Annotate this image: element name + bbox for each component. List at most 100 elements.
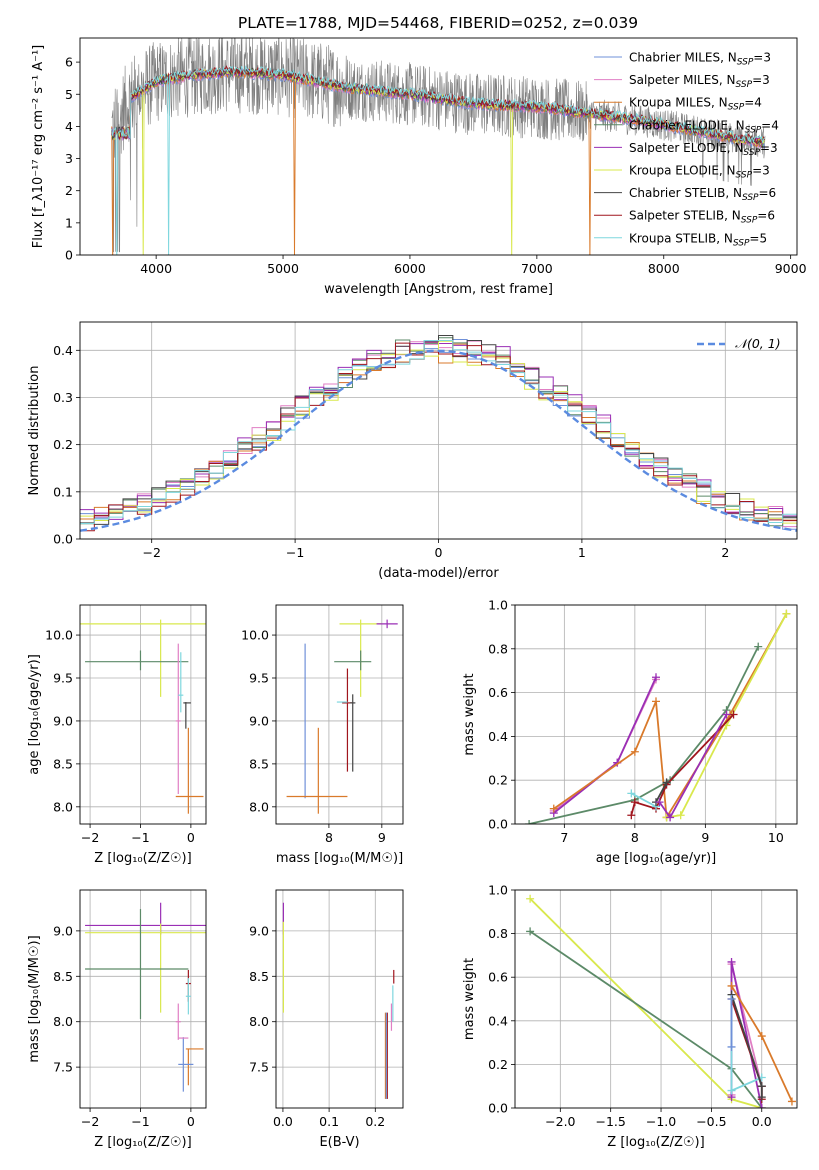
series-line xyxy=(630,792,657,808)
y-tick-label: 10.0 xyxy=(241,628,269,643)
chart-panel-8: −2.0 −1.5 −1.0 −0.5 0.0 0.0 0.2 0.4 0.6 0.8 1.0 Z [… xyxy=(462,883,798,1150)
y-tick-label: 6 xyxy=(65,55,73,70)
y-tick-label: 8.5 xyxy=(53,969,73,984)
series-point xyxy=(727,995,736,1003)
series-line xyxy=(553,613,788,821)
plot-area xyxy=(282,902,395,1099)
y-tick-label: 9.0 xyxy=(249,713,269,728)
axes-frame xyxy=(79,321,798,540)
series-point xyxy=(727,981,736,990)
y-tick-label: 0.4 xyxy=(53,343,73,358)
y-tick-label: 4 xyxy=(65,119,73,134)
y-tick-label: 9.0 xyxy=(53,713,73,728)
legend-label: Chabrier STELIB, NSSP=6 xyxy=(629,186,776,203)
legend-label: Kroupa ELODIE, NSSP=3 xyxy=(629,164,770,181)
legend-label: 𝒩(0, 1) xyxy=(735,336,781,351)
series-line xyxy=(529,930,763,1108)
series-point xyxy=(757,1093,766,1102)
plot-area xyxy=(526,894,796,1108)
y-axis-label: mass [log₁₀(M/M☉)] xyxy=(27,935,42,1062)
series-line xyxy=(528,646,760,824)
y-tick-label: 8.0 xyxy=(53,799,73,814)
x-tick-label: −0.5 xyxy=(696,1114,726,1129)
x-axis-label: Z [log₁₀(Z/Z☉)] xyxy=(94,1135,191,1150)
series-point xyxy=(526,894,535,903)
x-axis-label: Z [log₁₀(Z/Z☉)] xyxy=(607,1135,704,1150)
y-tick-label: 0.2 xyxy=(53,437,73,452)
y-tick-label: 0.3 xyxy=(53,390,73,405)
x-tick-label: 0 xyxy=(435,545,443,560)
plot-area xyxy=(525,609,791,824)
x-tick-label: −2.0 xyxy=(545,1114,575,1129)
legend-label: Salpeter ELODIE, NSSP=3 xyxy=(629,141,778,158)
x-tick-label: 0.0 xyxy=(273,1114,293,1129)
series-point xyxy=(787,1097,796,1106)
y-tick-label: 1 xyxy=(65,215,73,230)
legend-label: Chabrier MILES, NSSP=3 xyxy=(629,51,771,68)
chart-panel-4: 8 9 8.0 8.5 9.0 9.5 10.0 mass [log₁₀(M/M☉)] xyxy=(241,604,404,866)
series-line xyxy=(666,613,788,819)
x-tick-label: 4000 xyxy=(140,261,172,276)
chart-panel-5: 7 8 9 10 0.0 0.2 0.4 0.6 0.8 1.0 age [log₁₀(age/yr… xyxy=(462,598,798,866)
chart-panel-1: 4000 5000 6000 7000 8000 9000 0 1 2 3 4 5 6 wavelengt… xyxy=(31,37,807,297)
y-tick-label: 0.6 xyxy=(488,685,508,700)
plot-area xyxy=(85,902,206,1092)
y-tick-label: 1.0 xyxy=(488,598,508,613)
plot-area xyxy=(286,619,398,814)
axes-frame xyxy=(514,889,798,1109)
y-tick-label: 0 xyxy=(65,248,73,263)
y-axis-label: Normed distribution xyxy=(27,366,42,496)
x-tick-label: −1.5 xyxy=(595,1114,625,1129)
x-tick-label: 5000 xyxy=(267,261,299,276)
residual-histogram-kroupa-elodie xyxy=(80,340,797,524)
legend-label: Salpeter STELIB, NSSP=6 xyxy=(629,209,775,226)
x-tick-label: 0.1 xyxy=(319,1114,339,1129)
y-tick-label: 9.5 xyxy=(53,671,73,686)
x-tick-label: 7 xyxy=(560,830,568,845)
axes-frame xyxy=(275,889,404,1109)
series-point xyxy=(652,673,660,682)
x-axis-label: wavelength [Angstrom, rest frame] xyxy=(324,282,553,297)
y-tick-label: 5 xyxy=(65,87,73,102)
axes-frame xyxy=(514,604,798,825)
spectrum-legend: Chabrier MILES, NSSP=3 Salpeter MILES, NS… xyxy=(594,51,779,248)
x-tick-label: 9 xyxy=(378,830,386,845)
legend-label: Kroupa STELIB, NSSP=5 xyxy=(629,231,767,248)
y-tick-label: 9.0 xyxy=(53,923,73,938)
series-point xyxy=(757,1032,766,1041)
series-point xyxy=(549,804,558,813)
axes-frame xyxy=(79,37,798,256)
x-tick-label: 1 xyxy=(578,545,586,560)
y-tick-label: 0.0 xyxy=(488,817,508,832)
axes-frame xyxy=(79,604,207,825)
y-tick-label: 8.5 xyxy=(249,969,269,984)
figure-title: PLATE=1788, MJD=54468, FIBERID=0252, z=0… xyxy=(238,14,638,32)
y-tick-label: 0.1 xyxy=(53,484,73,499)
series-point xyxy=(757,1104,766,1108)
x-tick-label: 8000 xyxy=(648,261,680,276)
y-tick-label: 0.4 xyxy=(488,729,508,744)
y-tick-label: 8.5 xyxy=(53,756,73,771)
x-tick-label: 0 xyxy=(187,1114,195,1129)
y-tick-label: 7.5 xyxy=(53,1060,73,1075)
y-tick-label: 0.6 xyxy=(488,970,508,985)
y-tick-label: 1.0 xyxy=(488,883,508,898)
legend-label: Salpeter MILES, NSSP=3 xyxy=(629,73,770,90)
series-point xyxy=(727,957,736,966)
x-axis-label: E(B-V) xyxy=(319,1135,359,1150)
series-point xyxy=(727,1086,736,1095)
y-tick-label: 0.0 xyxy=(53,532,73,547)
y-axis-label: Flux [f_λ10⁻¹⁷ erg cm⁻² s⁻¹ A⁻¹] xyxy=(31,45,46,249)
x-tick-label: −2 xyxy=(81,830,99,845)
y-tick-label: 0.8 xyxy=(488,641,508,656)
series-point xyxy=(722,710,731,719)
residual-histogram-salpeter-stelib xyxy=(80,342,797,532)
axes-frame xyxy=(79,889,207,1109)
y-tick-label: 0.0 xyxy=(488,1101,508,1116)
series-point xyxy=(627,789,636,798)
y-tick-label: 7.5 xyxy=(249,1060,269,1075)
x-tick-label: 0.2 xyxy=(365,1114,385,1129)
x-tick-label: 2 xyxy=(721,545,729,560)
model-spectrum-kroupa-stelib xyxy=(111,65,765,255)
series-point xyxy=(754,642,763,651)
